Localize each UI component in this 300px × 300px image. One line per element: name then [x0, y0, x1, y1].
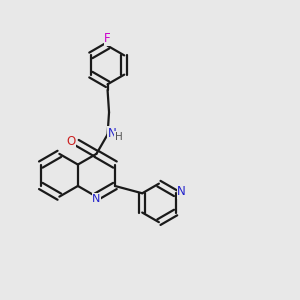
Text: H: H: [115, 132, 123, 142]
Text: O: O: [66, 135, 75, 148]
Text: N: N: [108, 127, 116, 140]
Text: N: N: [92, 194, 100, 204]
Text: N: N: [177, 185, 186, 198]
Text: F: F: [104, 32, 111, 45]
